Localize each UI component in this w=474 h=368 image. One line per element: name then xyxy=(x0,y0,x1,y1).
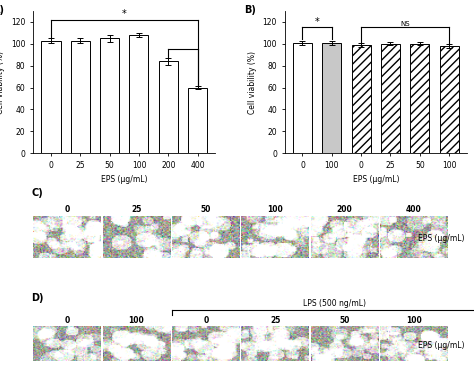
Text: 0: 0 xyxy=(203,316,209,325)
Bar xyxy=(352,45,371,153)
Bar xyxy=(41,40,61,153)
Bar xyxy=(293,43,312,153)
Bar xyxy=(129,35,148,153)
Text: *: * xyxy=(122,9,127,19)
Text: EPS (μg/mL): EPS (μg/mL) xyxy=(418,341,465,350)
Bar xyxy=(439,46,459,153)
X-axis label: EPS (μg/mL): EPS (μg/mL) xyxy=(101,175,147,184)
Text: 0: 0 xyxy=(64,316,70,325)
Text: 100: 100 xyxy=(406,316,422,325)
Text: A): A) xyxy=(0,6,5,15)
Bar xyxy=(100,38,119,153)
Text: 0: 0 xyxy=(64,205,70,214)
Text: *: * xyxy=(315,17,319,27)
Bar xyxy=(71,40,90,153)
Text: 50: 50 xyxy=(201,205,211,214)
Text: 25: 25 xyxy=(131,205,142,214)
Text: D): D) xyxy=(31,293,44,303)
Text: 100: 100 xyxy=(267,205,283,214)
Text: LPS (500 ng/mL): LPS (500 ng/mL) xyxy=(303,299,366,308)
Text: NS: NS xyxy=(400,21,410,27)
Text: EPS (μg/mL): EPS (μg/mL) xyxy=(418,234,465,243)
X-axis label: EPS (μg/mL): EPS (μg/mL) xyxy=(353,175,399,184)
Text: 400: 400 xyxy=(406,205,422,214)
Bar xyxy=(381,44,400,153)
Bar xyxy=(188,88,207,153)
Text: C): C) xyxy=(31,188,43,198)
Text: 100: 100 xyxy=(128,316,145,325)
Text: 25: 25 xyxy=(270,316,281,325)
Y-axis label: Cell viability (%): Cell viability (%) xyxy=(248,50,257,114)
Text: 200: 200 xyxy=(337,205,353,214)
Text: B): B) xyxy=(245,6,256,15)
Bar xyxy=(322,43,341,153)
Text: 50: 50 xyxy=(339,316,350,325)
Y-axis label: Cell viability (%): Cell viability (%) xyxy=(0,50,6,114)
Bar xyxy=(159,61,178,153)
Bar xyxy=(410,44,429,153)
